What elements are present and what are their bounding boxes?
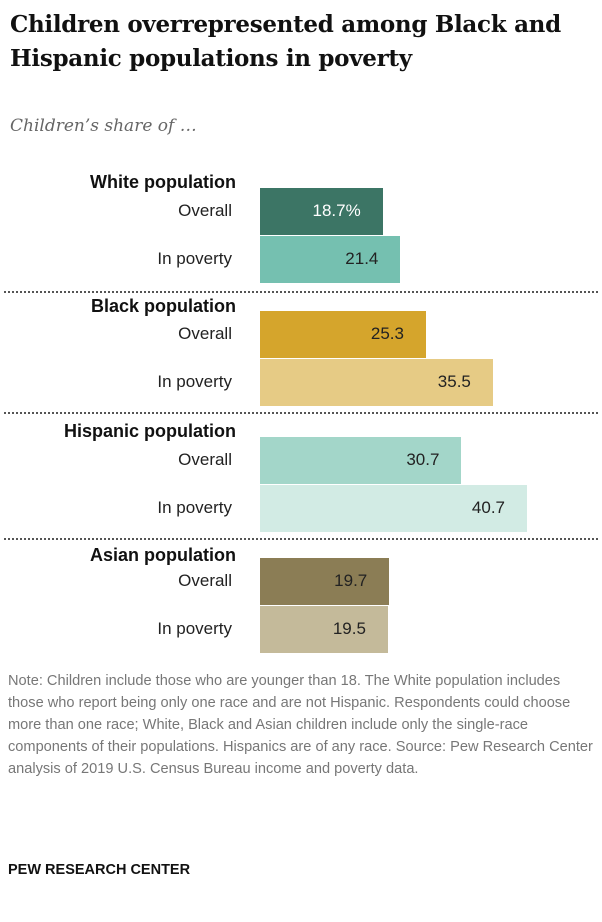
group-label: Black population bbox=[90, 296, 236, 316]
group-label: White population bbox=[90, 172, 236, 192]
bar-value-label: 19.5 bbox=[332, 619, 366, 638]
bar bbox=[260, 311, 426, 358]
bar-value-label: 18.7% bbox=[312, 201, 361, 220]
group-label: Asian population bbox=[90, 545, 236, 565]
bar-value-label: 35.5 bbox=[437, 372, 471, 391]
footer-logo-text: PEW RESEARCH CENTER bbox=[8, 862, 191, 878]
chart-title: Children overrepresented among Black and… bbox=[10, 11, 561, 72]
group-divider bbox=[4, 538, 598, 540]
bar bbox=[260, 485, 527, 532]
row-label: Overall bbox=[178, 571, 232, 590]
row-label: In poverty bbox=[157, 498, 232, 517]
row-label: Overall bbox=[178, 201, 232, 220]
bar bbox=[260, 188, 383, 235]
bar-value-label: 25.3 bbox=[370, 324, 404, 343]
row-label: Overall bbox=[178, 450, 232, 469]
source-text: Source: Pew Research Center analysis of … bbox=[8, 739, 593, 777]
note-block: Note: Children include those who are you… bbox=[8, 670, 598, 780]
bar-value-label: 30.7 bbox=[406, 450, 440, 469]
note-text: Note: Children include those who are you… bbox=[8, 673, 571, 755]
bar-value-label: 40.7 bbox=[471, 498, 505, 517]
row-label: In poverty bbox=[157, 619, 232, 638]
bar bbox=[260, 236, 401, 283]
bar bbox=[260, 606, 388, 653]
group-label: Hispanic population bbox=[63, 421, 236, 441]
group-divider bbox=[4, 291, 598, 293]
bar-value-label: 19.7 bbox=[334, 571, 368, 590]
bar bbox=[260, 558, 390, 605]
row-label: In poverty bbox=[157, 249, 232, 268]
chart-subtitle: Children’s share of … bbox=[10, 116, 197, 136]
group-divider bbox=[4, 412, 598, 414]
row-label: In poverty bbox=[157, 372, 232, 391]
bar bbox=[260, 437, 462, 484]
bar-value-label: 21.4 bbox=[345, 249, 379, 268]
row-label: Overall bbox=[178, 324, 232, 343]
bar bbox=[260, 359, 493, 406]
